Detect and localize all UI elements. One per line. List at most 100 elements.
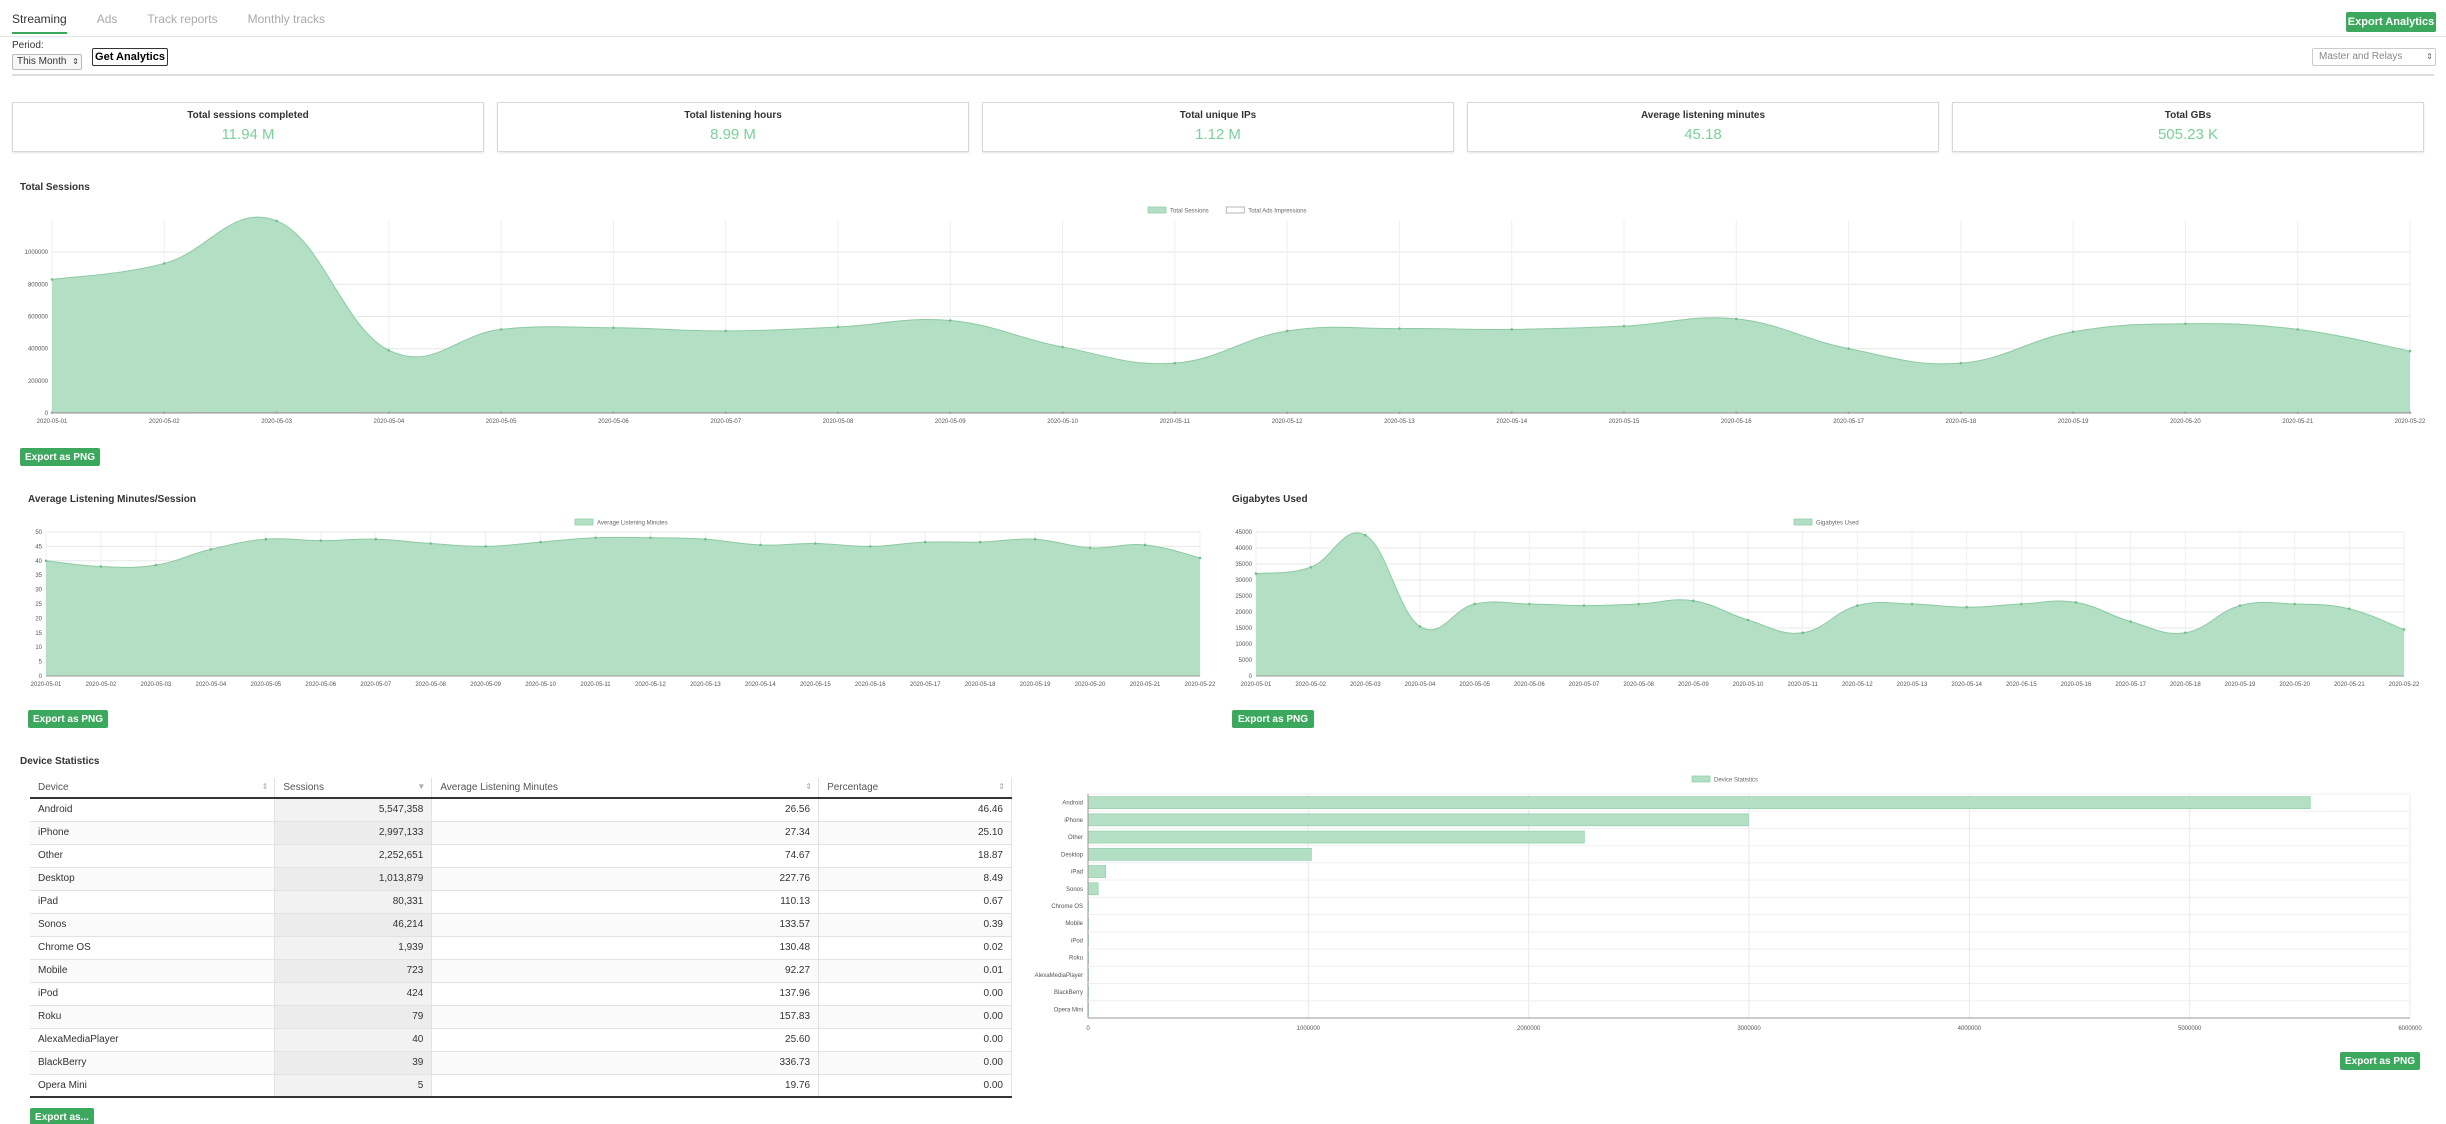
export-png-button-gigabytes[interactable]: Export as PNG [1232, 710, 1314, 728]
avg-minutes-cell: 130.48 [431, 936, 820, 960]
export-png-button-sessions[interactable]: Export as PNG [20, 448, 100, 466]
y-tick-label: 5000 [1239, 658, 1253, 664]
data-point [1173, 361, 1177, 365]
legend-swatch [1225, 206, 1245, 214]
data-point [2238, 604, 2242, 607]
column-header-avg-minutes[interactable]: Average Listening Minutes ⇕ [431, 778, 820, 799]
x-tick-label: 2020-05-03 [261, 419, 292, 425]
series-area [52, 217, 2410, 413]
percentage-cell: 0.39 [818, 913, 1012, 937]
avg-minutes-cell: 74.67 [431, 844, 820, 868]
series-area [1256, 532, 2404, 676]
percentage-cell: 0.00 [818, 982, 1012, 1006]
x-tick-label: 2020-05-16 [855, 682, 886, 688]
x-tick-label: 2020-05-01 [37, 419, 68, 425]
export-png-button-devices[interactable]: Export as PNG [2340, 1052, 2420, 1070]
bar [1087, 813, 1749, 827]
x-tick-label: 2020-05-19 [2225, 682, 2256, 688]
tab-monthly-tracks[interactable]: Monthly tracks [247, 12, 325, 26]
percentage-cell: 0.00 [818, 1005, 1012, 1029]
column-header-device[interactable]: Device ⇕ [30, 778, 276, 799]
column-header-percentage[interactable]: Percentage ⇕ [818, 778, 1012, 799]
category-label: Sonos [1066, 887, 1083, 893]
data-point [1364, 533, 1367, 537]
data-point [1692, 599, 1695, 603]
column-header-sessions[interactable]: Sessions ▼ [274, 778, 433, 799]
relays-select[interactable]: Master and Relays ⇕ [2312, 48, 2436, 66]
data-point [594, 536, 597, 540]
y-tick-label: 15000 [1235, 626, 1252, 632]
get-analytics-button[interactable]: Get Analytics [92, 48, 168, 66]
tab-ads[interactable]: Ads [96, 12, 118, 26]
x-tick-label: 2020-05-02 [1295, 682, 1326, 688]
table-row: AlexaMediaPlayer 40 25.60 0.00 [30, 1028, 1012, 1052]
sessions-cell: 2,997,133 [274, 821, 433, 845]
avg-minutes-cell: 26.56 [431, 798, 820, 822]
x-tick-label: 2020-05-04 [374, 419, 405, 425]
table-row: iPod 424 137.96 0.00 [30, 982, 1012, 1006]
y-tick-label: 35 [35, 573, 42, 579]
data-point [814, 542, 817, 545]
data-point [836, 325, 840, 329]
device-cell: Android [30, 798, 276, 822]
stat-title: Total unique IPs [1179, 110, 1257, 121]
x-tick-label: 2020-05-22 [2389, 682, 2420, 688]
tab-streaming[interactable]: Streaming [12, 12, 67, 34]
table-row: Desktop 1,013,879 227.76 8.49 [30, 867, 1012, 891]
bar [1087, 847, 1312, 861]
table-row: Sonos 46,214 133.57 0.39 [30, 913, 1012, 937]
data-point [387, 348, 391, 352]
data-point [1510, 328, 1514, 331]
x-tick-label: 2020-05-05 [1459, 682, 1490, 688]
x-tick-label: 2020-05-17 [910, 682, 941, 688]
avg-minutes-cell: 25.60 [431, 1028, 820, 1052]
percentage-cell: 0.00 [818, 1028, 1012, 1052]
series-line [1255, 532, 2405, 634]
export-as-button[interactable]: Export as... [30, 1108, 94, 1124]
sessions-cell: 39 [274, 1051, 433, 1075]
y-tick-label: 10 [35, 645, 42, 651]
legend-swatch [574, 518, 594, 526]
category-label: Android [1062, 801, 1083, 807]
device-cell: Opera Mini [30, 1074, 276, 1098]
data-point [2348, 607, 2351, 611]
data-point [374, 537, 378, 541]
data-point [724, 329, 728, 333]
avg-listening-title: Average Listening Minutes/Session [28, 494, 197, 505]
export-png-button-avg-listening[interactable]: Export as PNG [28, 710, 108, 728]
y-tick-label: 50 [35, 530, 42, 536]
category-label: AlexaMediaPlayer [1035, 973, 1083, 979]
x-tick-label: 2020-05-05 [486, 419, 517, 425]
series-line [45, 536, 1201, 568]
device-cell: BlackBerry [30, 1051, 276, 1075]
tab-track-reports[interactable]: Track reports [147, 12, 218, 26]
x-tick-label: 2020-05-09 [470, 682, 501, 688]
y-tick-label: 600000 [28, 315, 49, 321]
percentage-cell: 0.00 [818, 1051, 1012, 1075]
tab-bar: Streaming Ads Track reports Monthly trac… [12, 12, 325, 34]
x-tick-label: 2000000 [1517, 1026, 1541, 1032]
data-point [1582, 604, 1586, 607]
device-bar-chart: 0 1000000 2000000 3000000 4000000 5000000 6000… [1035, 775, 2422, 1032]
data-point [1418, 625, 1422, 628]
period-select[interactable]: This Month ⇕ [12, 54, 82, 70]
bar [1087, 882, 1099, 896]
x-tick-label: 2020-05-02 [86, 682, 117, 688]
sessions-cell: 79 [274, 1005, 433, 1029]
x-tick-label: 2020-05-07 [710, 419, 741, 425]
sort-icon: ⇕ [805, 782, 813, 791]
device-cell: iPod [30, 982, 276, 1006]
table-row: Mobile 723 92.27 0.01 [30, 959, 1012, 983]
x-tick-label: 2020-05-06 [598, 419, 629, 425]
y-tick-label: 400000 [28, 347, 49, 353]
sessions-cell: 723 [274, 959, 433, 983]
x-tick-label: 2020-05-22 [1185, 682, 1216, 688]
legend-swatch [1691, 775, 1711, 783]
gigabytes-title: Gigabytes Used [1232, 494, 1308, 505]
data-point [1309, 565, 1312, 569]
export-analytics-button[interactable]: Export Analytics [2346, 12, 2436, 32]
x-tick-label: 2020-05-15 [2006, 682, 2037, 688]
sort-icon: ⇕ [998, 782, 1005, 791]
x-tick-label: 2020-05-10 [525, 682, 556, 688]
category-label: iPhone [1064, 818, 1083, 824]
